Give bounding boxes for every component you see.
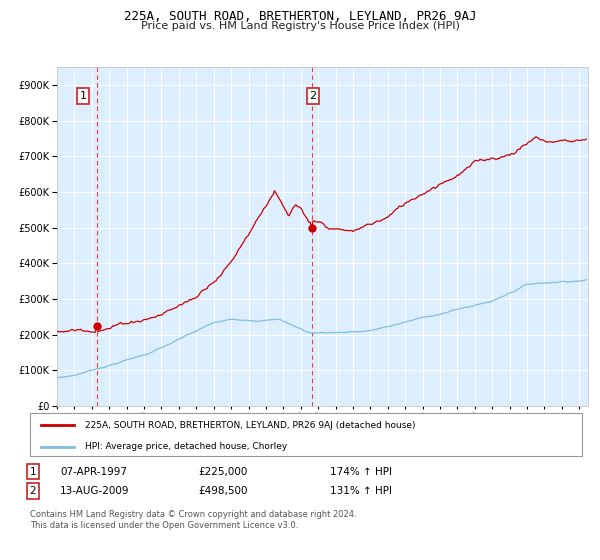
Text: 2: 2 bbox=[310, 91, 316, 101]
Text: 174% ↑ HPI: 174% ↑ HPI bbox=[330, 466, 392, 477]
Text: 13-AUG-2009: 13-AUG-2009 bbox=[60, 486, 130, 496]
Text: 07-APR-1997: 07-APR-1997 bbox=[60, 466, 127, 477]
Text: £225,000: £225,000 bbox=[198, 466, 247, 477]
Text: 225A, SOUTH ROAD, BRETHERTON, LEYLAND, PR26 9AJ (detached house): 225A, SOUTH ROAD, BRETHERTON, LEYLAND, P… bbox=[85, 421, 416, 430]
Text: 1: 1 bbox=[29, 466, 37, 477]
Text: Contains HM Land Registry data © Crown copyright and database right 2024.
This d: Contains HM Land Registry data © Crown c… bbox=[30, 510, 356, 530]
Text: HPI: Average price, detached house, Chorley: HPI: Average price, detached house, Chor… bbox=[85, 442, 287, 451]
Text: 131% ↑ HPI: 131% ↑ HPI bbox=[330, 486, 392, 496]
Text: £498,500: £498,500 bbox=[198, 486, 248, 496]
Text: Price paid vs. HM Land Registry's House Price Index (HPI): Price paid vs. HM Land Registry's House … bbox=[140, 21, 460, 31]
Text: 2: 2 bbox=[29, 486, 37, 496]
Text: 225A, SOUTH ROAD, BRETHERTON, LEYLAND, PR26 9AJ: 225A, SOUTH ROAD, BRETHERTON, LEYLAND, P… bbox=[124, 10, 476, 23]
FancyBboxPatch shape bbox=[30, 413, 582, 456]
Text: 1: 1 bbox=[80, 91, 86, 101]
